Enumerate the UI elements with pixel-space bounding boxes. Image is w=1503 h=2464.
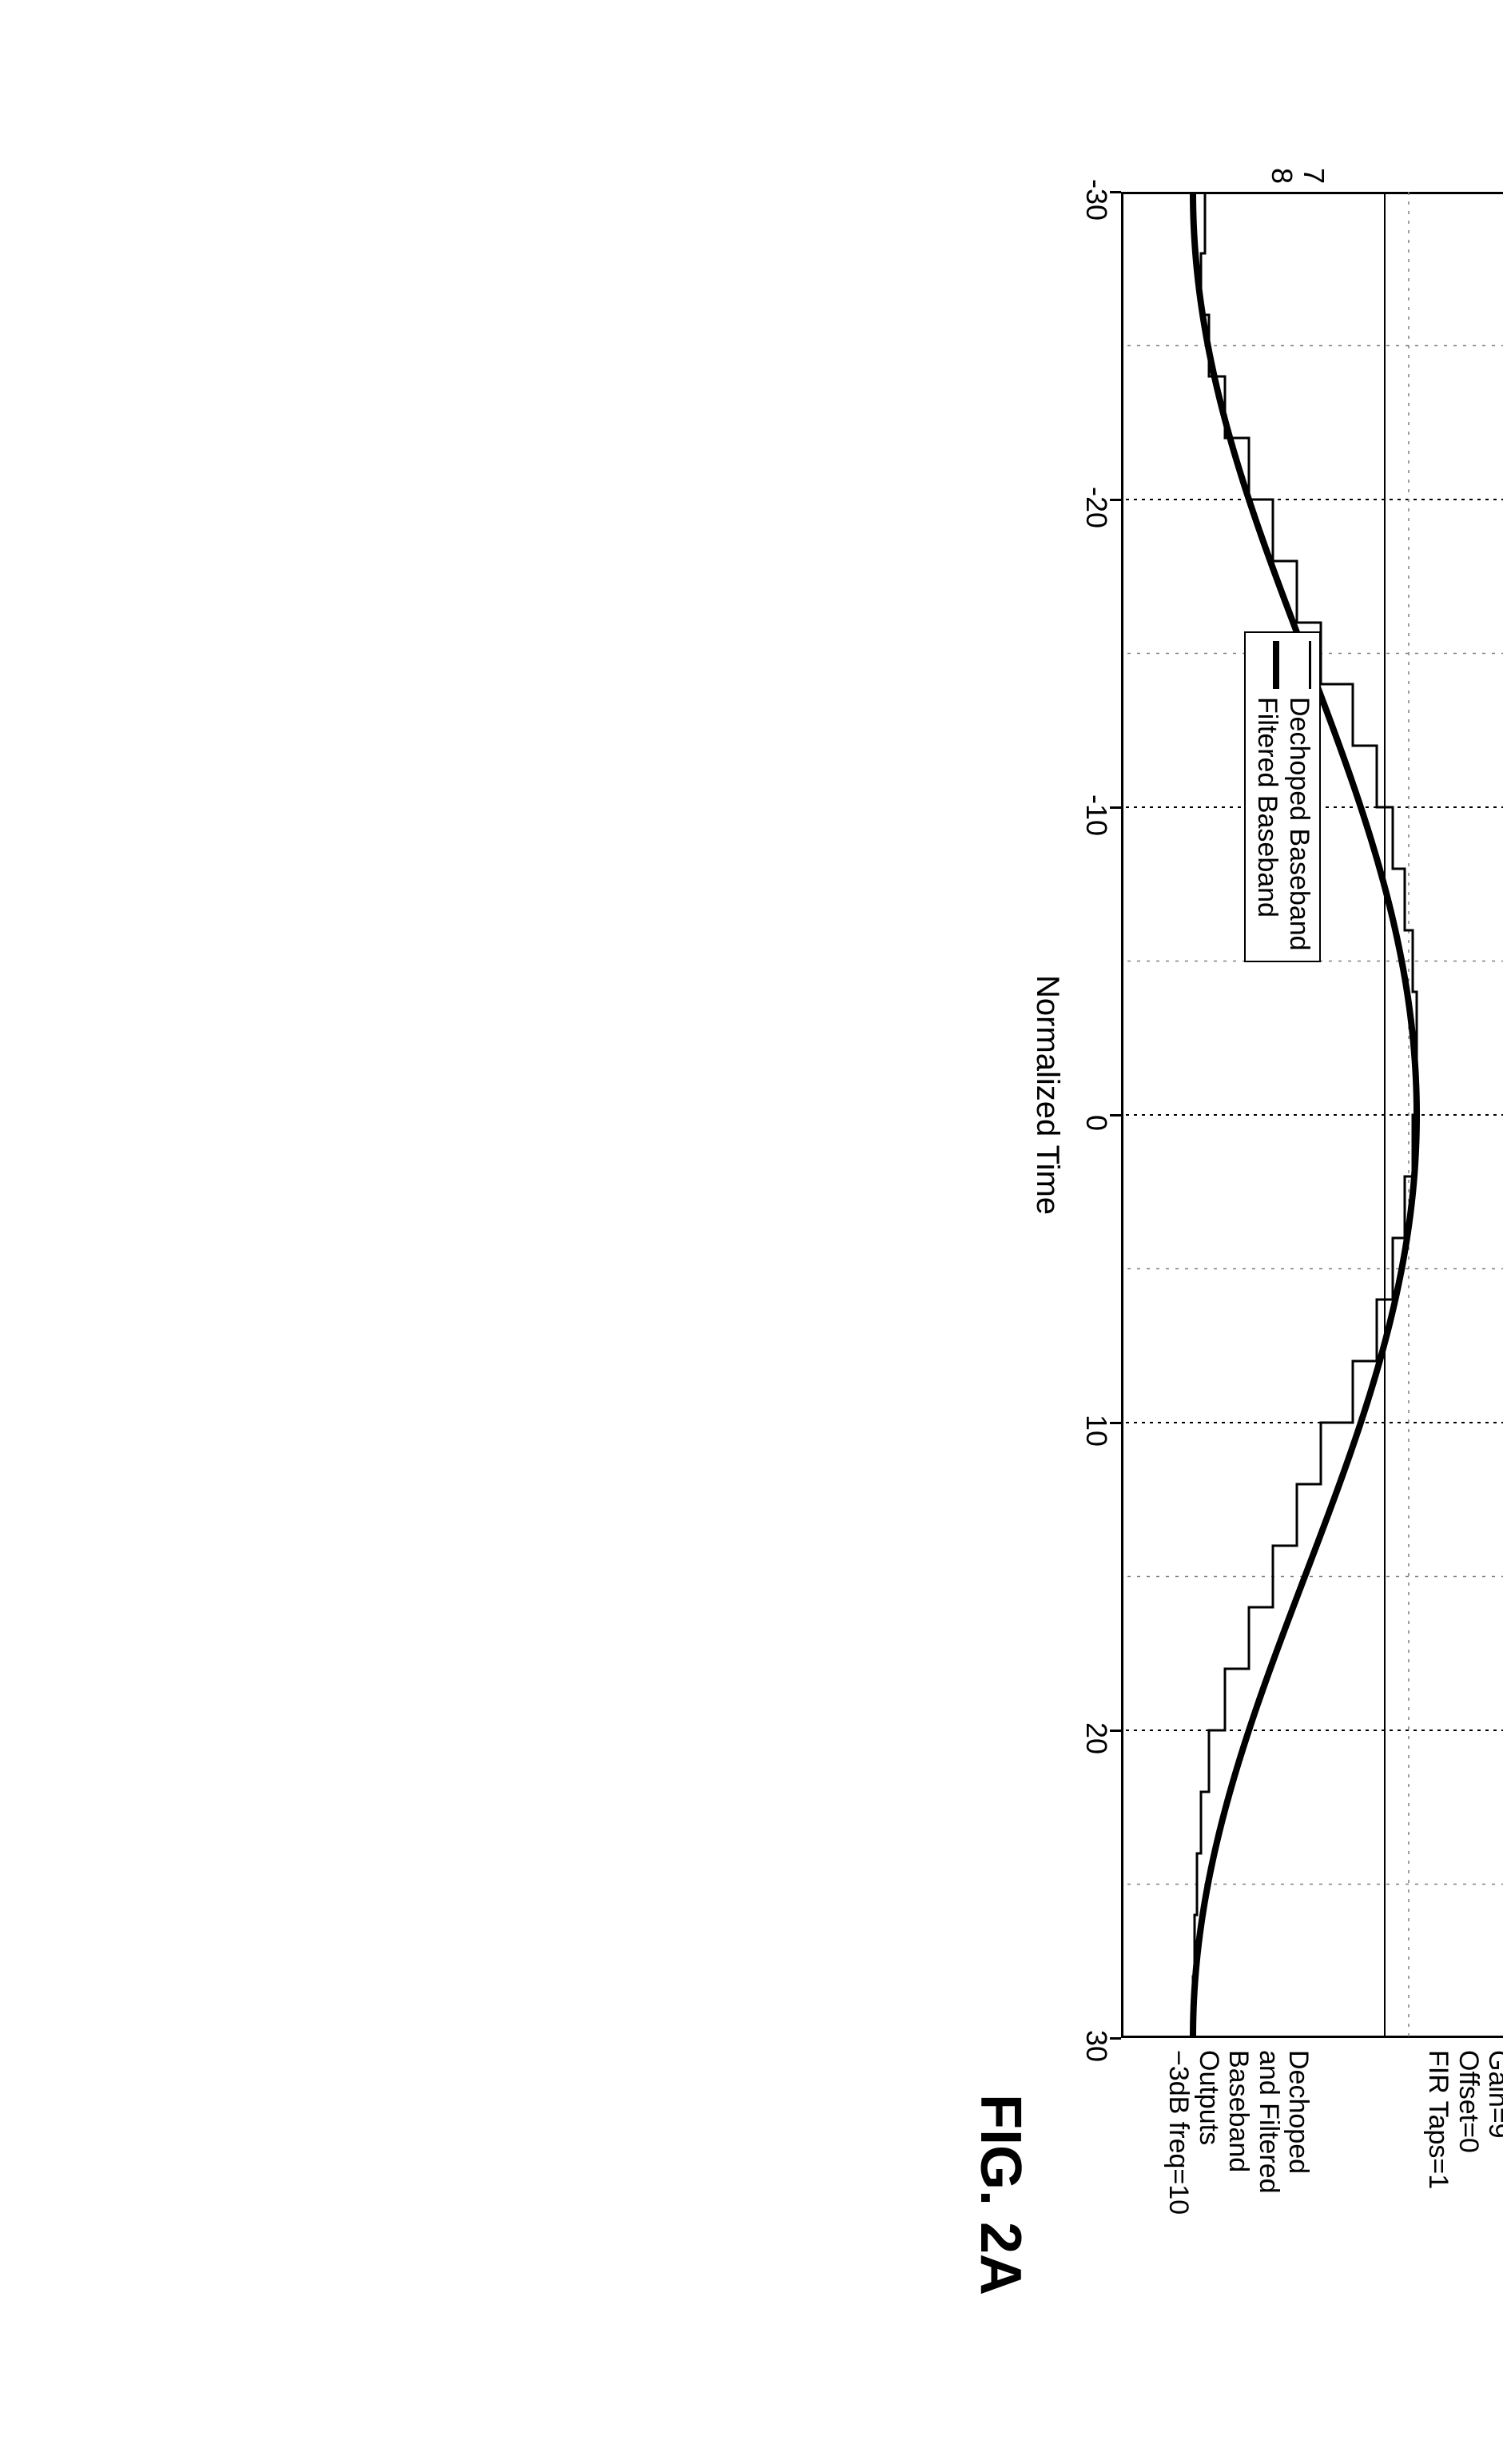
trace-right-label: Gain=9Offset=0FIR Taps=1 [1423,2050,1503,2189]
x-tick-label: -20 [1080,476,1113,539]
x-tick-label: -30 [1080,168,1113,232]
trace-number-label: 7 [1297,136,1330,184]
trace-right-label: Dechopedand FilteredBasebandOutputs−3dB … [1163,2050,1313,2215]
trace-number-label: 8 [1265,136,1298,184]
x-tick-label: 30 [1080,2014,1113,2078]
traces-svg [1121,192,1503,2038]
x-tick-label: -10 [1080,783,1113,847]
x-tick-label: 10 [1080,1399,1113,1463]
x-tick-label: 0 [1080,1091,1113,1155]
chart-area: Signal trace # Normalized Time FIG. 2A -… [944,16,1503,2448]
figure-container: Signal trace # Normalized Time FIG. 2A -… [16,16,1503,1519]
legend-item: Filtered Baseband [1251,697,1282,951]
x-tick-label: 20 [1080,1706,1113,1770]
legend-item: Dechoped Baseband [1282,697,1314,951]
legend: Dechoped BasebandFiltered Baseband [1244,631,1321,962]
figure-label: FIG. 2A [968,2094,1033,2295]
x-axis-label: Normalized Time [1029,815,1065,1375]
